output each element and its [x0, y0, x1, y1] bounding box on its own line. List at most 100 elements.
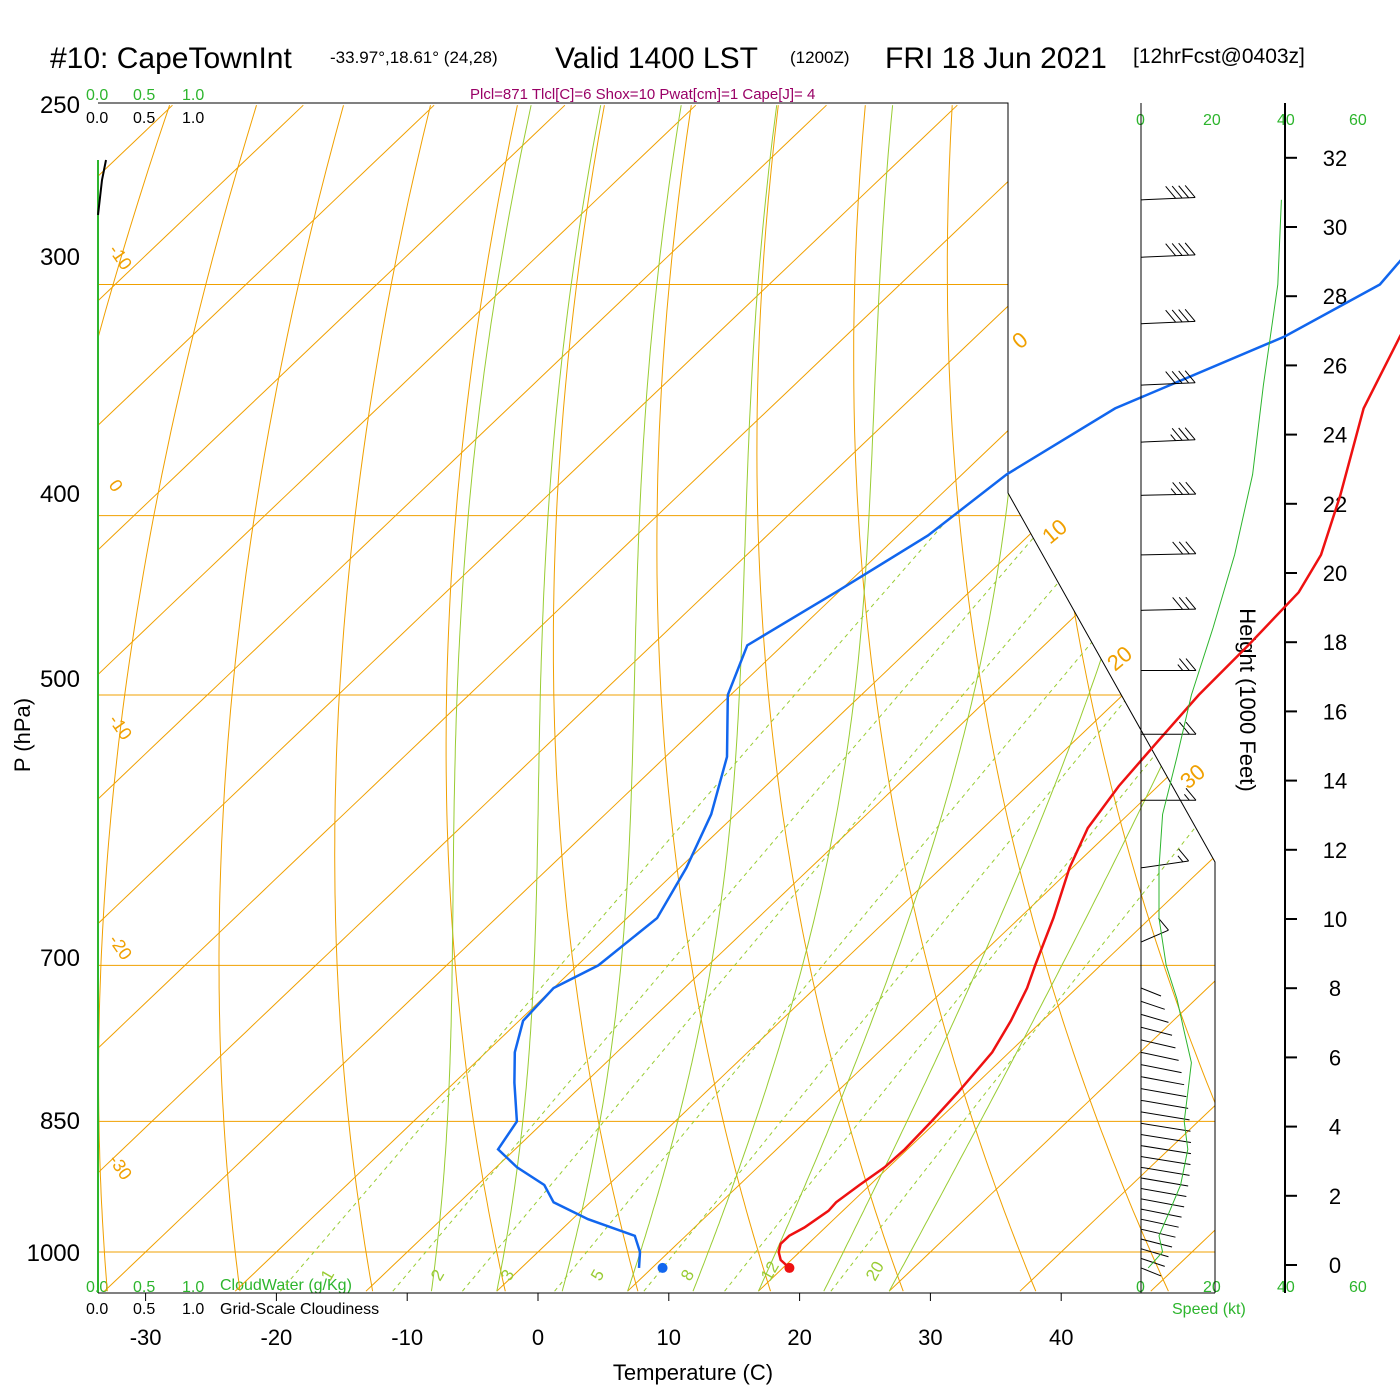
low-level-barb [1140, 1076, 1185, 1086]
temp-tick-40: 40 [1049, 1325, 1073, 1350]
wind-barb-shaft [1140, 553, 1196, 556]
cloudwater-label: CloudWater (g/Kg) [220, 1277, 352, 1294]
wind-barb-shaft [1140, 320, 1196, 325]
cloud-scale-top-black-2: 1.0 [182, 110, 204, 127]
moist-adiabat [692, 105, 894, 1292]
temp-tick--30: -30 [130, 1325, 162, 1350]
wind-barb-flag [1184, 185, 1196, 198]
height-tick-32: 32 [1323, 146, 1347, 171]
height-tick-18: 18 [1323, 630, 1347, 655]
wind-barb-flag [1172, 597, 1184, 610]
mixing-ratio-line [830, 515, 1215, 1292]
wind-barb-flag [1179, 658, 1190, 671]
height-tick-0: 0 [1329, 1253, 1341, 1278]
pressure-tick-1000: 1000 [27, 1240, 80, 1267]
low-level-barb [1140, 1134, 1192, 1144]
temp-tick--20: -20 [261, 1325, 293, 1350]
isotherm-line [1150, 104, 1215, 1292]
isotherm-line [104, 104, 1215, 1292]
low-level-barb [1140, 1208, 1182, 1218]
isotherm-line [98, 104, 1089, 1292]
wind-barb-flag [1178, 848, 1190, 862]
wind-barb-shaft [1140, 382, 1196, 386]
low-level-barb [1140, 1013, 1169, 1023]
low-level-barb [1140, 1166, 1190, 1176]
wind-barb [1140, 242, 1196, 258]
wind-barb-flag [1184, 370, 1196, 384]
isotherm-line [98, 104, 1215, 1292]
dry-adiabat [946, 105, 1169, 1292]
low-level-barb [1140, 1026, 1173, 1036]
height-tick-20: 20 [1323, 561, 1347, 586]
isotherm-line [496, 104, 1215, 1292]
wind-barb-flag [1178, 541, 1190, 555]
wind-barb-flag [1179, 721, 1190, 735]
wind-barb-flag [1165, 371, 1177, 384]
mixing-ratio-label: 8 [677, 1266, 698, 1284]
mixing-ratio-line [462, 515, 1116, 1292]
wind-barb-flag [1178, 427, 1190, 441]
cloud-scale-top-black-1: 0.5 [133, 110, 155, 127]
temperature-line [777, 333, 1400, 1269]
height-tick-12: 12 [1323, 838, 1347, 863]
wind-barb-flag [1171, 309, 1183, 323]
wind-barb-half [1184, 793, 1190, 801]
dry-adiabat [1037, 105, 1215, 1292]
height-tick-4: 4 [1329, 1115, 1341, 1140]
wind-barb-flag [1171, 427, 1183, 441]
theta-label: 30 [1175, 759, 1210, 794]
mixing-ratio-label: 20 [862, 1258, 888, 1284]
isotherm-label: -10 [105, 711, 136, 744]
mixing-ratio-label: 2 [427, 1266, 448, 1284]
height-tick-2: 2 [1329, 1184, 1341, 1209]
cloud-scale-bottom-black-2: 1.0 [182, 1301, 204, 1318]
cloud-scale-bottom-black-1: 0.5 [133, 1301, 155, 1318]
wind-barb [1140, 541, 1197, 556]
isotherm-line [98, 104, 566, 1292]
mixing-ratio-line [554, 515, 1199, 1292]
low-level-barb [1140, 1228, 1176, 1238]
wind-barb-flag [1178, 370, 1190, 384]
wind-barb-flag [1165, 185, 1177, 199]
dry-adiabat [445, 105, 518, 1292]
date-text: FRI 18 Jun 2021 [885, 42, 1107, 75]
cloud-scale-bottom: 0.0 0.5 1.0 CloudWater (g/Kg) 0.0 0.5 1.… [86, 1277, 379, 1318]
wind-barb-shaft [1140, 929, 1169, 943]
wind-barb-flag [1171, 370, 1183, 384]
wind-barb [1141, 658, 1197, 672]
dry-adiabat [552, 105, 639, 1292]
low-level-barb [1140, 1122, 1191, 1132]
wind-barb-shaft [1140, 196, 1196, 201]
cloud-scale-bottom-green-1: 0.5 [133, 1279, 155, 1296]
pressure-tick-250: 250 [40, 92, 80, 119]
wind-barb [1140, 848, 1190, 869]
height-tick-26: 26 [1323, 353, 1347, 378]
wind-barb-shaft [1140, 439, 1196, 443]
wind-barb-flag [1158, 917, 1169, 931]
cloud-trace [97, 159, 107, 216]
wind-barb [1140, 309, 1196, 325]
cloud-scale-bottom-black-0: 0.0 [86, 1301, 108, 1318]
wind-barb-flag [1172, 541, 1184, 555]
dry-adiabat [1300, 105, 1400, 1291]
isotherm-line [627, 104, 1215, 1292]
wind-barb-shaft [1140, 608, 1196, 611]
theta-label: 10 [1037, 514, 1072, 549]
background-lines [98, 104, 1400, 1292]
wind-barb-flag [1184, 427, 1196, 441]
moist-adiabat [496, 105, 602, 1292]
wind-barb-flag [1172, 482, 1184, 495]
wind-barb-flag [1184, 309, 1196, 322]
low-level-barb [1140, 1156, 1191, 1166]
low-level-barb [1140, 1099, 1189, 1109]
speed-top-20: 20 [1203, 112, 1221, 129]
low-level-barb [1140, 1064, 1182, 1074]
cloud-scale-top-green-2: 1.0 [182, 87, 204, 104]
dry-adiabat [1387, 105, 1400, 1291]
temp-tick-30: 30 [918, 1325, 942, 1350]
height-tick-8: 8 [1329, 976, 1341, 1001]
wind-barb [1141, 787, 1197, 801]
mixing-ratio-line [280, 515, 952, 1292]
wind-barb-flag [1184, 242, 1196, 256]
